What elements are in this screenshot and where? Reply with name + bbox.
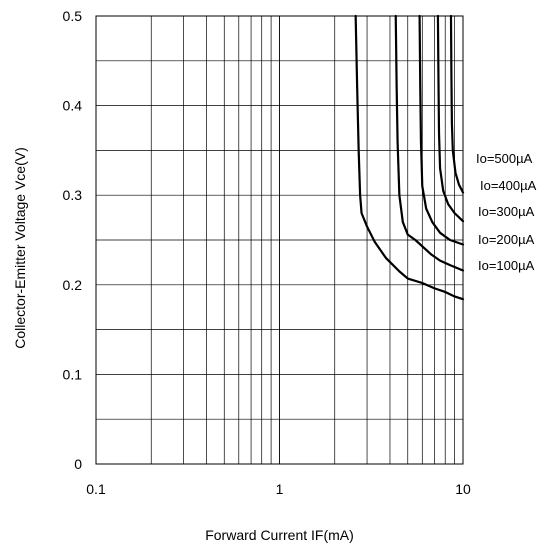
y-tick-label: 0 xyxy=(74,456,82,472)
x-axis-label: Forward Current IF(mA) xyxy=(205,527,354,543)
grid xyxy=(96,16,463,464)
y-axis-label: Collector-Emitter Voltage Vce(V) xyxy=(12,147,28,349)
y-tick-label: 0.5 xyxy=(63,8,83,24)
series-line-0 xyxy=(354,14,465,301)
series-label-4: Io=500µA xyxy=(476,151,533,166)
series-label-1: Io=200µA xyxy=(478,232,535,247)
series-line-1 xyxy=(394,14,465,272)
y-tick-label: 0.3 xyxy=(63,187,83,203)
series-line-4 xyxy=(449,14,465,194)
series-label-3: Io=400µA xyxy=(480,178,537,193)
x-tick-label: 1 xyxy=(276,481,284,497)
series-labels: Io=100µA Io=200µA Io=300µA Io=400µA Io=500µA xyxy=(476,151,537,273)
series-line-2 xyxy=(418,14,465,246)
series-label-2: Io=300µA xyxy=(478,204,535,219)
series-lines xyxy=(354,14,465,301)
series-label-0: Io=100µA xyxy=(478,258,535,273)
y-tick-label: 0.2 xyxy=(63,277,83,293)
plot-frame xyxy=(95,15,464,465)
series-line-3 xyxy=(436,14,465,223)
x-tick-label: 10 xyxy=(455,481,471,497)
x-tick-label: 0.1 xyxy=(86,481,106,497)
y-tick-label: 0.1 xyxy=(63,366,83,382)
y-tick-label: 0.4 xyxy=(63,98,83,114)
